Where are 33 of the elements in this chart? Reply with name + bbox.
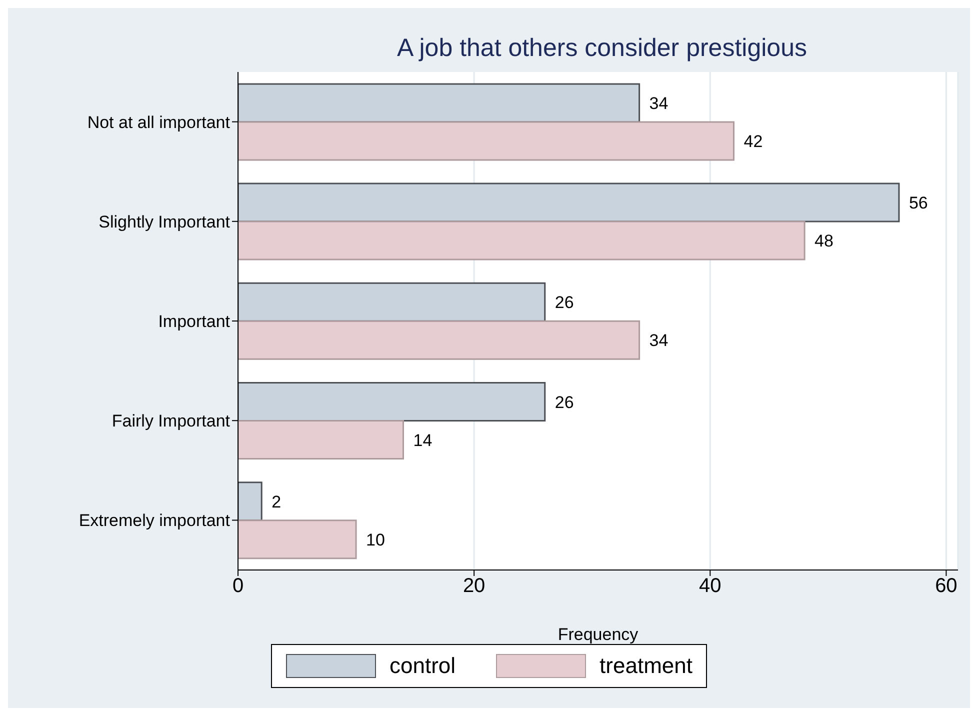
y-tick-label: Slightly Important <box>98 212 230 232</box>
x-axis-title: Frequency <box>558 625 639 644</box>
data-label: 48 <box>814 232 834 251</box>
data-label: 2 <box>272 492 282 512</box>
data-label: 34 <box>649 94 668 113</box>
data-label: 26 <box>554 392 574 412</box>
x-tick-label: 0 <box>232 575 244 598</box>
bar <box>238 121 734 161</box>
data-label: 34 <box>649 331 668 350</box>
bar <box>238 420 404 460</box>
legend-label: treatment <box>600 653 692 679</box>
legend-label: control <box>390 653 456 679</box>
bar <box>238 182 900 222</box>
x-tick-label: 60 <box>935 575 958 598</box>
bar <box>238 382 546 422</box>
bar <box>238 282 546 322</box>
chart-title: A job that others consider prestigious <box>396 34 808 63</box>
bar <box>238 320 640 360</box>
bar <box>238 482 262 522</box>
y-tick-label: Important <box>158 312 230 332</box>
data-label: 14 <box>413 430 432 450</box>
x-tick-label: 20 <box>462 575 486 598</box>
x-tick-label: 40 <box>699 575 722 598</box>
y-tick-label: Extremely important <box>78 511 230 530</box>
data-label: 10 <box>366 530 385 550</box>
bar <box>238 83 640 123</box>
data-label: 26 <box>554 293 574 312</box>
data-label: 42 <box>744 132 763 151</box>
bar <box>238 220 806 260</box>
y-tick-label: Fairly Important <box>112 412 230 431</box>
y-tick-label: Not at all important <box>87 112 230 132</box>
bar <box>238 520 357 560</box>
data-label: 56 <box>908 194 928 213</box>
